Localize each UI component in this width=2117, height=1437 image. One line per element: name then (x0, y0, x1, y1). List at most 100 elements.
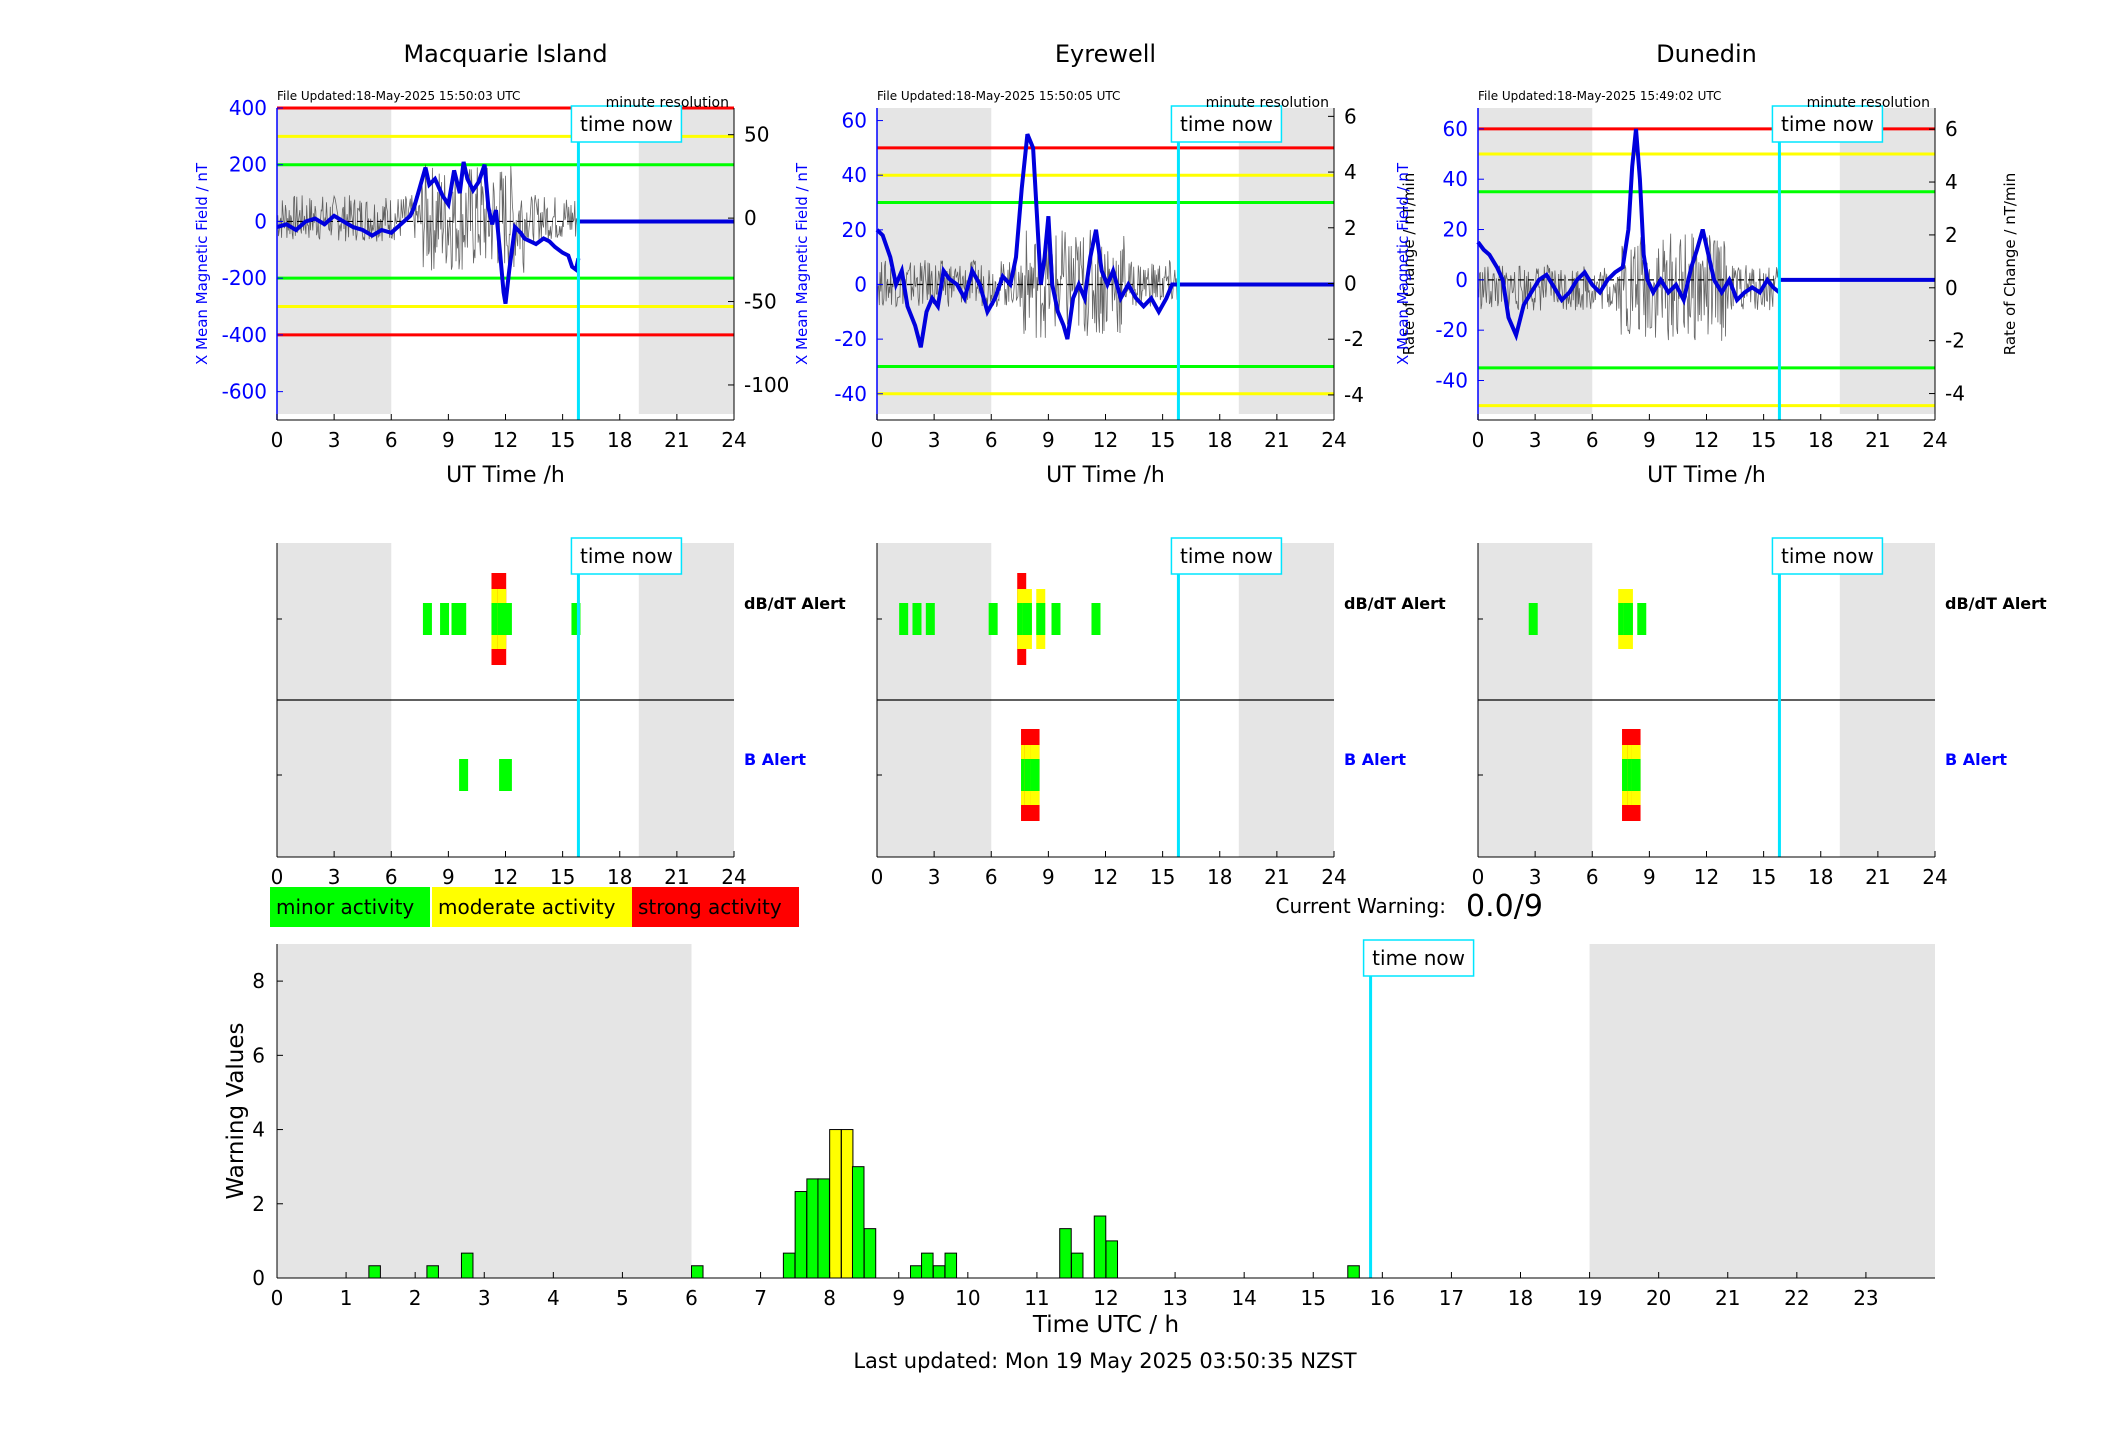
x-tick-label: 3 (328, 865, 341, 889)
x-tick-label: 3 (1529, 428, 1542, 452)
mean-field-line (875, 133, 1179, 348)
x-tick-label: 18 (1508, 1286, 1533, 1310)
y-tick-label: -200 (222, 266, 267, 290)
x-tick-label: 6 (685, 1286, 698, 1310)
x-tick-label: 20 (1646, 1286, 1671, 1310)
dbdt-alert-label: dB/dT Alert (744, 594, 846, 613)
warning-bar (460, 1252, 474, 1279)
minute-resolution-text: minute resolution (1807, 95, 1930, 111)
x-tick-label: 6 (1586, 428, 1599, 452)
x-tick-label: 18 (1207, 865, 1232, 889)
b-alert-mark-minor (1024, 759, 1034, 791)
y2-tick-label: -4 (1945, 382, 1965, 406)
dbdt-alert-mark-minor (440, 603, 450, 635)
x-tick-label: 0 (271, 428, 284, 452)
x-tick-label: 8 (823, 1286, 836, 1310)
x-axis-label: UT Time /h (1046, 463, 1165, 488)
b-alert-label: B Alert (1344, 750, 1406, 769)
x-tick-label: 12 (493, 428, 518, 452)
y2-tick-label: 6 (1945, 117, 1958, 141)
x-tick-label: 6 (985, 428, 998, 452)
x-tick-label: 24 (721, 865, 746, 889)
x-tick-label: 9 (892, 1286, 905, 1310)
dbdt-alert-mark-minor (1623, 603, 1633, 635)
time-now-label: time now (1180, 112, 1273, 136)
x-tick-label: 6 (385, 865, 398, 889)
x-tick-label: 12 (1093, 428, 1118, 452)
x-tick-label: 4 (547, 1286, 560, 1310)
x-tick-label: 15 (1150, 865, 1175, 889)
warning-bar (840, 1129, 854, 1279)
dbdt-alert-mark-minor (1051, 603, 1061, 635)
y-tick-label: -20 (834, 327, 867, 351)
warning-bar (944, 1252, 958, 1279)
y2-tick-label: 2 (1945, 223, 1958, 247)
b-alert-mark-minor (1631, 759, 1641, 791)
b-alert-mark-minor (459, 759, 469, 791)
warning-bar (426, 1265, 439, 1279)
legend-moderate-swatch (432, 887, 632, 927)
x-tick-label: 15 (1751, 865, 1776, 889)
x-tick-label: 24 (721, 428, 746, 452)
field-chart-night-band-0 (877, 108, 992, 414)
x-tick-label: 18 (607, 865, 632, 889)
dbdt-alert-mark-minor (1036, 603, 1046, 635)
warning-bar (932, 1265, 946, 1279)
y2-tick-label: 4 (1945, 170, 1958, 194)
time-now-label: time now (1781, 112, 1874, 136)
y-axis-label: X Mean Magnetic Field / nT (193, 162, 211, 365)
dbdt-alert-label: dB/dT Alert (1344, 594, 1446, 613)
x-tick-label: 15 (1751, 428, 1776, 452)
rate-of-change-trace (276, 164, 579, 273)
x-tick-label: 22 (1784, 1286, 1809, 1310)
x-tick-label: 24 (1922, 865, 1947, 889)
alert-panel-2: time now 0 3 6 9 12 15 18 21 24 dB/dT Alert B Alert (871, 537, 1446, 889)
warning-bar (909, 1265, 923, 1279)
b-alert-label: B Alert (1945, 750, 2007, 769)
x-tick-label: 0 (271, 1286, 284, 1310)
x-tick-label: 15 (550, 428, 575, 452)
x-tick-label: 21 (1264, 865, 1289, 889)
x-tick-label: 6 (385, 428, 398, 452)
x-tick-label: 24 (1922, 428, 1947, 452)
x-tick-label: 0 (871, 865, 884, 889)
x-tick-label: 12 (1093, 1286, 1118, 1310)
y2-tick-label: -50 (744, 290, 777, 314)
minute-resolution-text: minute resolution (606, 95, 729, 111)
y-tick-label: 8 (252, 969, 265, 993)
y-tick-label: 2 (252, 1192, 265, 1216)
x-tick-label: 18 (607, 428, 632, 452)
x-tick-label: 15 (1150, 428, 1175, 452)
warning-bar (368, 1265, 381, 1279)
file-updated-text: File Updated:18-May-2025 15:50:05 UTC (877, 89, 1120, 103)
y-tick-label: -40 (1435, 368, 1468, 392)
x-tick-label: 9 (1643, 428, 1656, 452)
dbdt-alert-mark-minor (502, 603, 512, 635)
legend-strong-swatch (632, 887, 799, 927)
b-alert-mark-minor (1622, 759, 1632, 791)
x-tick-label: 9 (1042, 428, 1055, 452)
x-tick-label: 18 (1207, 428, 1232, 452)
y-tick-label: -600 (222, 380, 267, 404)
warning-bar (1347, 1265, 1360, 1279)
time-now-label: time now (1180, 544, 1273, 568)
x-tick-label: 3 (1529, 865, 1542, 889)
time-now-label: time now (1372, 946, 1465, 970)
warning-bar (1105, 1240, 1119, 1279)
x-tick-label: 9 (1643, 865, 1656, 889)
y-tick-label: 40 (842, 163, 867, 187)
dbdt-alert-mark-minor (1091, 603, 1101, 635)
dbdt-alert-mark-minor (925, 603, 935, 635)
dbdt-alert-mark-minor (457, 603, 467, 635)
bottom-y-axis-label: Warning Values (223, 1022, 249, 1199)
legend-strong-label: strong activity (638, 895, 782, 919)
y-tick-label: 0 (252, 1266, 265, 1290)
x-tick-label: 21 (1865, 428, 1890, 452)
y2-tick-label: -4 (1344, 383, 1364, 407)
x-tick-label: 3 (328, 428, 341, 452)
x-tick-label: 6 (1586, 865, 1599, 889)
warning-bar (851, 1166, 865, 1279)
dbdt-alert-mark-minor (497, 603, 507, 635)
warning-bar (1059, 1228, 1072, 1279)
